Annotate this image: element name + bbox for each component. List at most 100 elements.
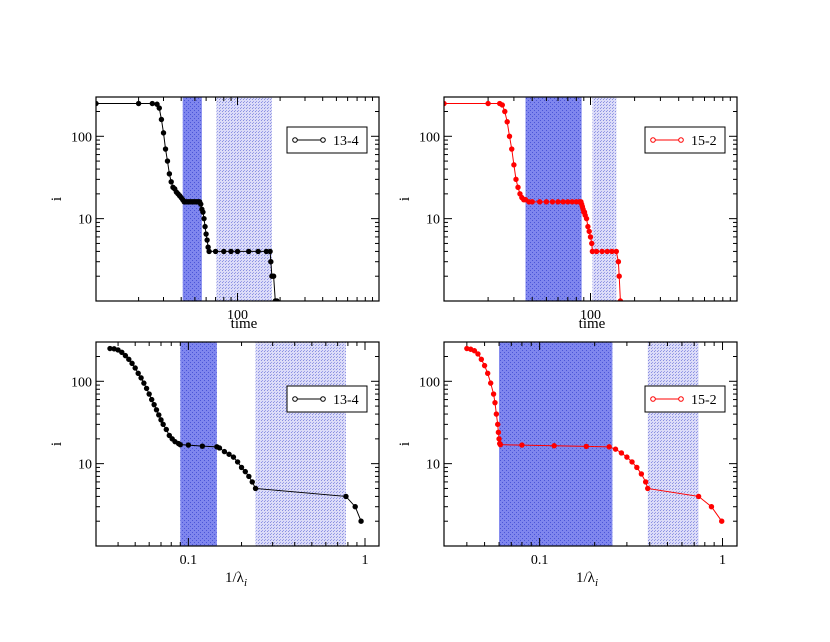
- data-point: [162, 146, 169, 152]
- data-point: [201, 215, 207, 222]
- data-point: [509, 146, 515, 152]
- data-point: [166, 432, 173, 439]
- y-axis-label: i: [397, 197, 413, 201]
- y-tick-label: 10: [426, 213, 440, 228]
- data-point: [199, 443, 206, 449]
- series-13-4: [107, 345, 364, 524]
- data-point: [708, 504, 715, 510]
- y-axis-label: i: [49, 197, 65, 201]
- data-point: [166, 171, 173, 177]
- legend-label: 15-2: [691, 134, 717, 149]
- data-point: [246, 473, 252, 480]
- data-point: [206, 248, 212, 255]
- data-point: [606, 444, 612, 450]
- data-point: [495, 421, 501, 428]
- data-point: [119, 349, 125, 355]
- shaded-band-light: [592, 97, 617, 301]
- data-point: [642, 479, 649, 485]
- y-tick-label: 100: [419, 130, 440, 145]
- data-point: [615, 259, 622, 265]
- data-point: [624, 454, 630, 460]
- data-point: [560, 199, 566, 205]
- y-tick-label: 100: [71, 375, 92, 390]
- series-15-2: [464, 345, 725, 524]
- shaded-band-dense: [182, 97, 202, 301]
- data-point: [138, 375, 144, 381]
- data-point: [185, 442, 192, 448]
- data-point: [202, 223, 208, 230]
- data-point: [478, 356, 485, 362]
- data-point: [513, 176, 519, 183]
- shaded-band-light: [647, 342, 699, 546]
- data-point: [151, 401, 157, 408]
- x-tick-label: 1: [362, 553, 369, 568]
- data-point: [268, 259, 274, 265]
- y-tick-label: 10: [78, 213, 92, 228]
- legend-marker: [320, 396, 326, 402]
- data-point: [343, 493, 349, 500]
- data-point: [158, 116, 165, 123]
- data-point: [255, 248, 261, 255]
- legend-box: [286, 385, 368, 413]
- data-point: [204, 237, 210, 243]
- data-point: [352, 504, 358, 510]
- data-point: [234, 248, 241, 255]
- data-point: [616, 273, 622, 279]
- shaded-band-light: [216, 97, 272, 301]
- series-15-2: [444, 100, 624, 301]
- panel-top-left: 10 100 100 i time 13-4: [49, 96, 380, 332]
- data-point: [634, 464, 640, 471]
- shaded-bands: [180, 342, 346, 546]
- data-point: [200, 209, 206, 215]
- data-point: [160, 421, 166, 428]
- legend-label: 13-4: [333, 393, 359, 408]
- x-tick-label: 1: [719, 553, 726, 568]
- data-point: [555, 199, 561, 205]
- data-point: [221, 448, 228, 455]
- legend: 13-4: [286, 385, 368, 413]
- data-point: [645, 485, 651, 492]
- data-point: [270, 273, 277, 279]
- y-axis-label: i: [397, 442, 413, 446]
- data-point: [148, 396, 155, 403]
- data-point: [242, 468, 248, 475]
- data-point: [496, 436, 502, 442]
- data-point: [586, 228, 592, 235]
- y-tick-label: 10: [426, 458, 440, 473]
- data-point: [252, 485, 259, 492]
- legend-marker: [320, 137, 326, 143]
- data-point: [160, 130, 167, 136]
- data-point: [198, 201, 204, 207]
- y-tick-label: 10: [78, 458, 92, 473]
- axes-frame: [443, 341, 738, 547]
- data-point: [216, 445, 223, 451]
- legend-marker: [292, 137, 298, 143]
- data-point: [485, 100, 491, 107]
- data-point: [487, 380, 494, 386]
- data-point: [593, 248, 600, 255]
- data-point: [132, 365, 138, 371]
- data-point: [638, 471, 645, 477]
- data-point: [168, 179, 174, 185]
- data-point: [543, 199, 550, 205]
- x-axis-label: 1/λi: [225, 570, 247, 589]
- data-point: [135, 370, 141, 377]
- data-point: [126, 356, 132, 362]
- data-point: [471, 348, 478, 354]
- data-point: [156, 412, 162, 418]
- data-point: [536, 199, 543, 205]
- data-point: [358, 518, 364, 524]
- data-point: [551, 443, 557, 449]
- panels: 10 100 100 i time 13-4 10 100 100 i time 15-2 10 100 0…: [49, 96, 738, 589]
- legend-marker: [292, 396, 298, 402]
- data-point: [499, 102, 505, 108]
- data-point: [267, 248, 273, 255]
- data-point: [249, 479, 255, 485]
- shaded-band-light: [255, 342, 346, 546]
- legend-label: 15-2: [691, 393, 717, 408]
- data-point: [585, 223, 591, 230]
- panel-top-right: 10 100 100 i time 15-2: [397, 96, 738, 332]
- data-point: [629, 459, 635, 465]
